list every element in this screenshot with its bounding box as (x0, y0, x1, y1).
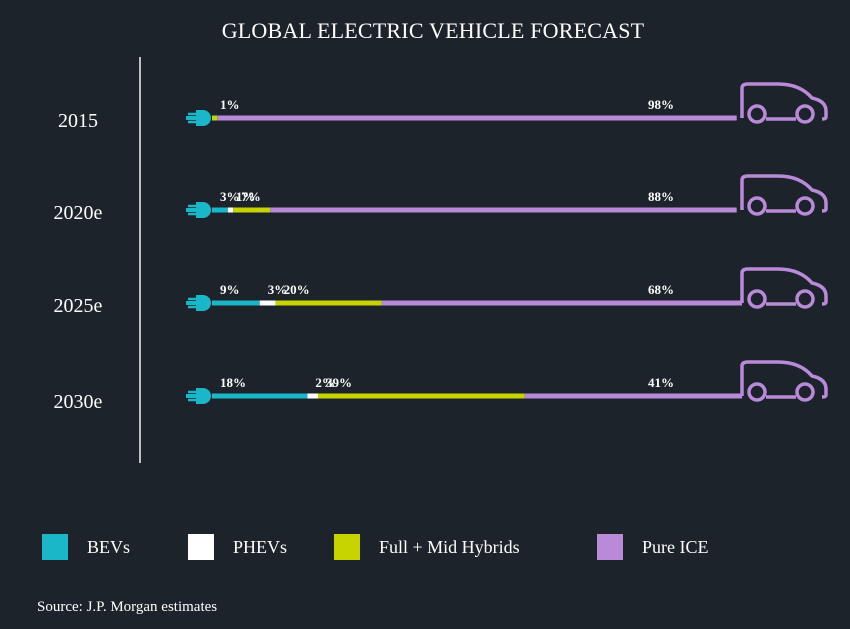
plug-icon (186, 202, 211, 218)
year-label: 2025e (54, 295, 103, 317)
data-label: 88% (648, 189, 674, 204)
car-icon (740, 82, 828, 124)
plug-icon (186, 110, 211, 126)
data-label: 2% (315, 375, 335, 390)
legend-swatch-hybrids (334, 534, 360, 560)
legend-item-phevs: PHEVs (188, 534, 287, 560)
legend-label-bevs: BEVs (87, 536, 131, 557)
legend-item-hybrids: Full + Mid Hybrids (334, 534, 520, 560)
data-label: 20% (284, 282, 310, 297)
car-icon (740, 174, 828, 216)
year-label: 2030e (54, 391, 103, 413)
plug-icon (186, 388, 211, 404)
data-label: 3% (220, 189, 240, 204)
data-label: 1% (236, 189, 256, 204)
car-icon (740, 267, 828, 309)
data-label: 7% (241, 189, 261, 204)
year-label: 2015 (58, 110, 98, 132)
row-2020e: 2020e 3%1%7% 88% (54, 174, 828, 224)
chart-title: GLOBAL ELECTRIC VEHICLE FORECAST (221, 18, 645, 43)
source-note: Source: J.P. Morgan estimates (37, 599, 218, 615)
legend-item-pure-ice: Pure ICE (597, 534, 709, 560)
data-label: 3% (268, 282, 288, 297)
plug-icon (186, 295, 211, 311)
legend-label-phevs: PHEVs (233, 536, 288, 557)
data-label: 41% (648, 375, 674, 390)
data-label: 39% (326, 375, 352, 390)
row-2015: 2015 1% 98% (58, 82, 828, 132)
row-2025e: 2025e 9% 3%20% 68% (54, 267, 828, 317)
car-icon (740, 360, 828, 402)
data-label: 9% (220, 282, 240, 297)
data-label: 98% (648, 97, 674, 112)
row-2030e: 2030e 18% 2%39% 41% (54, 360, 828, 413)
legend-swatch-pure-ice (597, 534, 623, 560)
legend-item-bevs: BEVs (42, 534, 130, 560)
legend-label-hybrids: Full + Mid Hybrids (379, 536, 520, 557)
year-label: 2020e (54, 202, 103, 224)
legend-swatch-phevs (188, 534, 214, 560)
legend-label-pure-ice: Pure ICE (642, 536, 709, 557)
data-label: 18% (220, 375, 246, 390)
legend-swatch-bevs (42, 534, 68, 560)
data-label: 68% (648, 282, 674, 297)
data-label: 1% (220, 97, 240, 112)
